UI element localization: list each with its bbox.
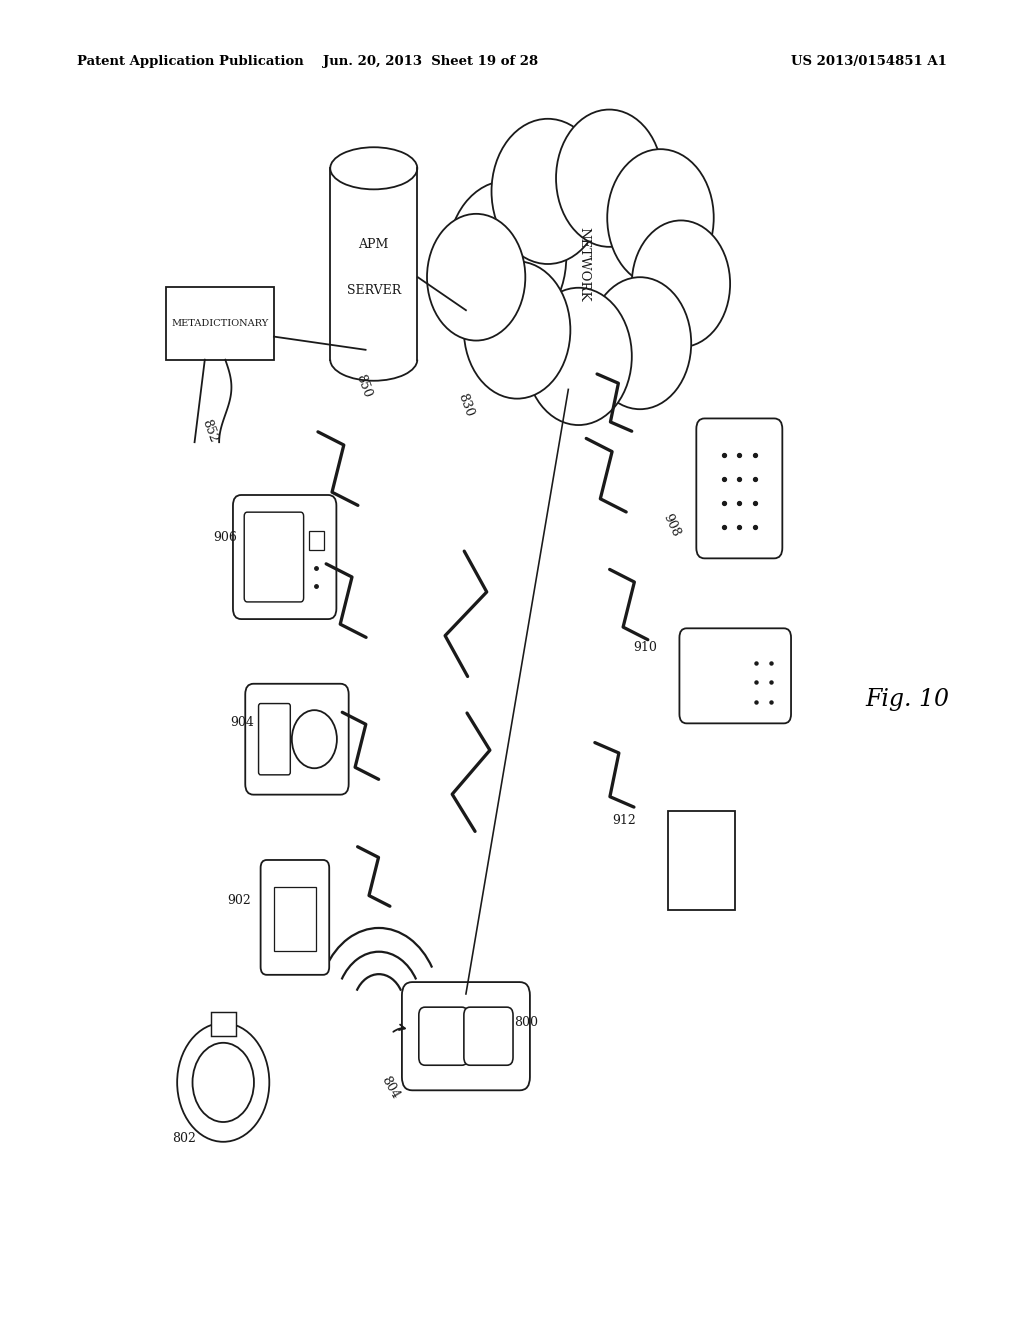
Text: 830: 830 <box>456 392 476 418</box>
Text: 906: 906 <box>213 531 237 544</box>
FancyBboxPatch shape <box>464 1007 513 1065</box>
Bar <box>309 531 325 550</box>
FancyBboxPatch shape <box>245 512 303 602</box>
Text: 852: 852 <box>200 417 220 444</box>
Text: 804: 804 <box>379 1074 402 1101</box>
Bar <box>166 286 274 359</box>
Circle shape <box>447 181 566 334</box>
Circle shape <box>607 149 714 286</box>
Text: 802: 802 <box>172 1131 196 1144</box>
Text: Jun. 20, 2013  Sheet 19 of 28: Jun. 20, 2013 Sheet 19 of 28 <box>323 55 538 69</box>
Text: 910: 910 <box>633 640 656 653</box>
Text: 800: 800 <box>514 1015 538 1028</box>
Circle shape <box>492 119 604 264</box>
FancyBboxPatch shape <box>233 495 336 619</box>
Text: 902: 902 <box>227 894 251 907</box>
Text: 912: 912 <box>612 813 636 826</box>
Text: US 2013/0154851 A1: US 2013/0154851 A1 <box>792 55 947 69</box>
Text: 908: 908 <box>660 512 682 539</box>
FancyBboxPatch shape <box>419 1007 468 1065</box>
Circle shape <box>427 214 525 341</box>
FancyBboxPatch shape <box>260 861 329 974</box>
Circle shape <box>292 710 337 768</box>
Text: NETWORK: NETWORK <box>578 227 590 301</box>
Bar <box>211 1012 236 1036</box>
Text: 904: 904 <box>230 715 254 729</box>
Text: METADICTIONARY: METADICTIONARY <box>172 319 268 327</box>
Bar <box>273 887 315 950</box>
Text: Fig. 10: Fig. 10 <box>865 688 949 711</box>
Circle shape <box>589 277 691 409</box>
Text: Patent Application Publication: Patent Application Publication <box>77 55 303 69</box>
FancyBboxPatch shape <box>258 704 291 775</box>
Text: SERVER: SERVER <box>347 284 400 297</box>
Circle shape <box>556 110 663 247</box>
Text: APM: APM <box>358 238 389 251</box>
FancyBboxPatch shape <box>696 418 782 558</box>
FancyBboxPatch shape <box>245 684 348 795</box>
Circle shape <box>464 261 570 399</box>
Text: 850: 850 <box>353 372 374 399</box>
FancyBboxPatch shape <box>680 628 791 723</box>
Ellipse shape <box>330 148 418 189</box>
Circle shape <box>525 288 632 425</box>
FancyBboxPatch shape <box>401 982 530 1090</box>
Bar <box>669 810 735 911</box>
Circle shape <box>177 1023 269 1142</box>
Circle shape <box>193 1043 254 1122</box>
Circle shape <box>632 220 730 347</box>
